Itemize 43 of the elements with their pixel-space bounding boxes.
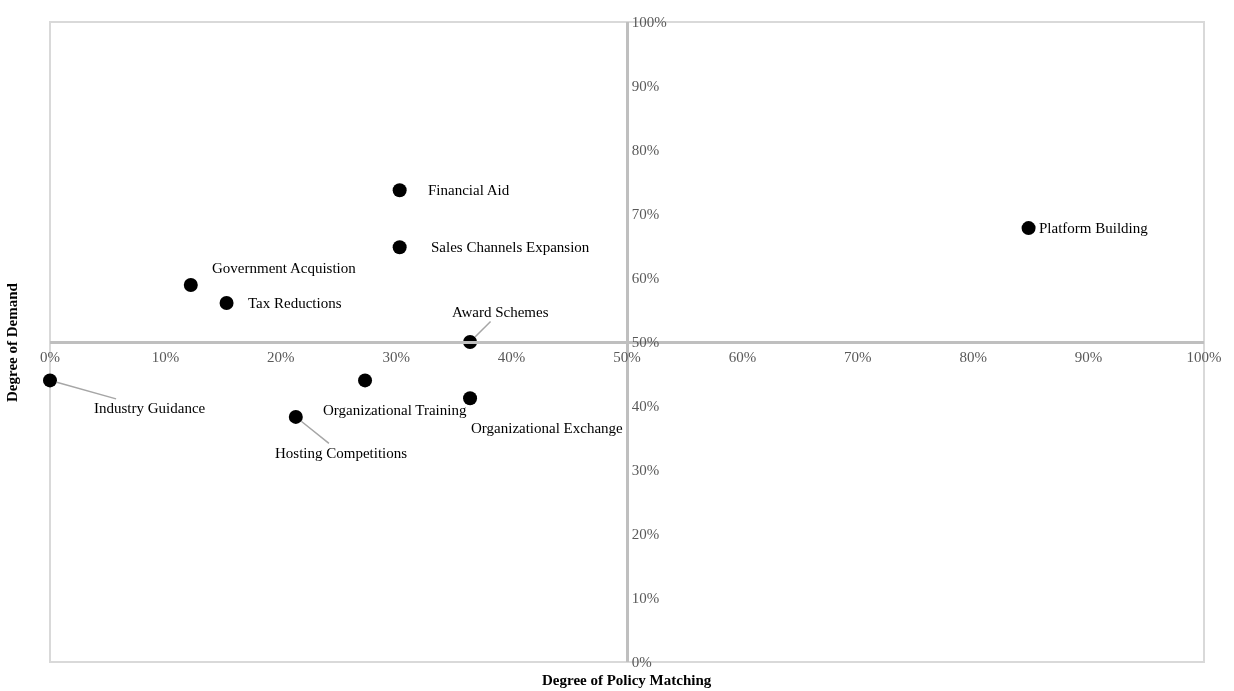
- x-tick-label: 40%: [497, 348, 526, 365]
- y-tick-label: 70%: [631, 206, 660, 223]
- x-axis-title: Degree of Policy Matching: [542, 672, 712, 688]
- annotation: Tax Reductions: [248, 295, 342, 311]
- x-tick-label: 70%: [844, 348, 872, 365]
- y-tick-label: 30%: [631, 462, 660, 479]
- annotation: Government Acquistion: [212, 260, 357, 276]
- point: [392, 183, 407, 198]
- point: [219, 295, 234, 310]
- point: [43, 373, 57, 388]
- annotation: Organizational Training: [323, 402, 467, 418]
- y-tick-label: 0%: [631, 654, 652, 671]
- annotation: Platform Building: [1039, 220, 1149, 236]
- annotation: Hosting Competitions: [275, 445, 408, 461]
- x-tick-label: 60%: [728, 348, 757, 365]
- annotation: Organizational Exchange: [471, 420, 624, 436]
- x-tick-label: 80%: [959, 348, 987, 365]
- annotation: Award Schemes: [452, 304, 549, 320]
- point: [288, 409, 303, 424]
- annotation: Industry Guidance: [94, 400, 206, 416]
- y-tick-label: 10%: [631, 590, 660, 607]
- x-tick-label: 100%: [1186, 348, 1222, 365]
- y-axis-title: Degree of Demand: [4, 282, 20, 402]
- x-tick-label: 90%: [1074, 348, 1103, 365]
- x-tick-label: 10%: [151, 348, 180, 365]
- annotation: Financial Aid: [428, 182, 510, 198]
- y-tick-label: 90%: [631, 78, 660, 95]
- point: [183, 278, 198, 293]
- y-tick-label: 20%: [631, 526, 660, 543]
- y-tick-label: 60%: [631, 270, 660, 287]
- x-tick-label: 50%: [613, 348, 641, 365]
- y-tick-label: 40%: [631, 398, 660, 415]
- x-tick-label: 0%: [40, 348, 60, 365]
- x-tick-label: 30%: [382, 348, 410, 365]
- point: [463, 391, 478, 406]
- y-tick-label: 100%: [631, 14, 667, 31]
- y-tick-label: 80%: [631, 142, 660, 159]
- annotation: Sales Channels Expansion: [431, 239, 590, 255]
- y-tick-label: 50%: [631, 334, 660, 351]
- x-tick-label: 20%: [267, 348, 295, 365]
- point: [392, 240, 407, 255]
- point: [1021, 221, 1036, 236]
- point: [358, 373, 373, 388]
